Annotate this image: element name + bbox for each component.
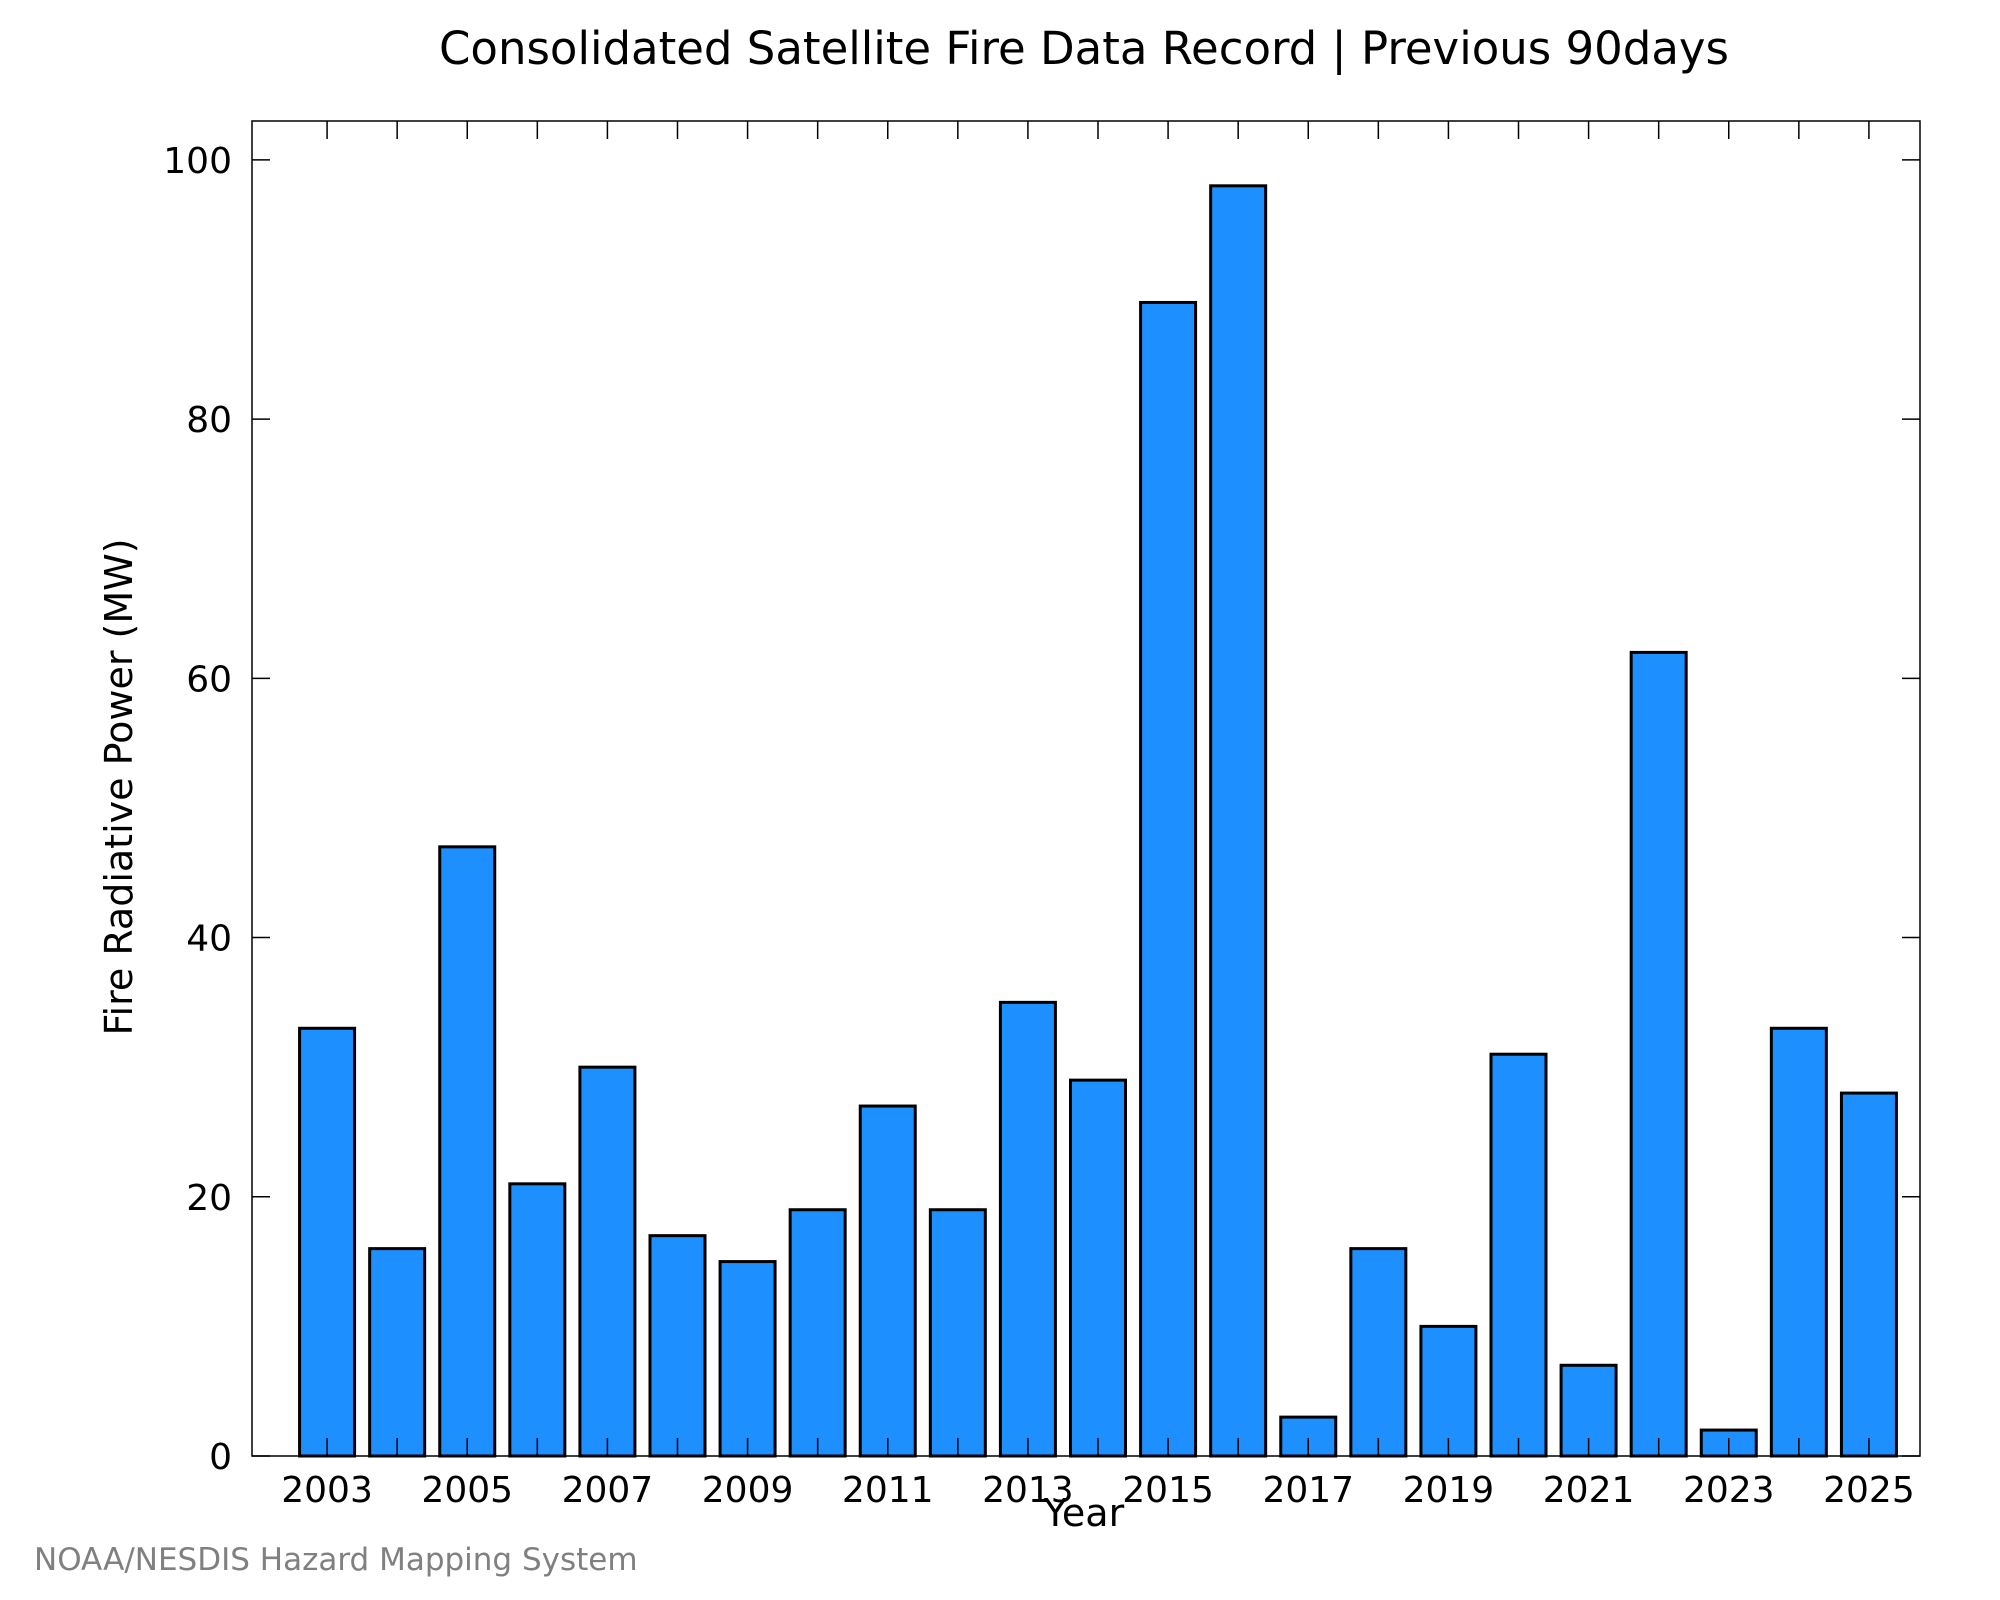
bar-2008 (648, 1234, 707, 1458)
bar-2022 (1629, 650, 1688, 1458)
y-tick-label-40: 40 (186, 919, 232, 960)
bar-2016 (1209, 184, 1268, 1458)
bar-2025 (1839, 1091, 1898, 1458)
x-tick-label-2003: 2003 (281, 1470, 373, 1511)
x-tick-label-2013: 2013 (982, 1470, 1074, 1511)
y-tick-label-60: 60 (186, 659, 232, 700)
bar-2018 (1349, 1247, 1408, 1458)
plot-area: 0 20 40 60 80 100 2003 2005 2007 2009 2011 2013 2015… (163, 120, 1921, 1511)
bar-2013 (998, 1000, 1057, 1458)
bar-2009 (718, 1260, 777, 1458)
x-tick-label-2011: 2011 (842, 1470, 934, 1511)
bar-2019 (1419, 1324, 1478, 1458)
credit-text: NOAA/NESDIS Hazard Mapping System (34, 1542, 638, 1578)
bar-2015 (1139, 300, 1198, 1458)
x-axis-label: Year (1043, 1491, 1125, 1535)
bar-2024 (1769, 1026, 1828, 1458)
bar-2005 (438, 845, 497, 1458)
bar-2003 (298, 1026, 357, 1458)
x-tick-label-2015: 2015 (1122, 1470, 1214, 1511)
bar-2004 (368, 1247, 427, 1458)
x-tick-label-2005: 2005 (421, 1470, 513, 1511)
x-tick-label-2019: 2019 (1403, 1470, 1495, 1511)
y-tick-label-100: 100 (163, 141, 232, 182)
bar-2020 (1489, 1052, 1548, 1458)
bar-2007 (578, 1065, 637, 1458)
bar-2014 (1069, 1078, 1127, 1458)
bar-2006 (508, 1182, 567, 1458)
chart-title: Consolidated Satellite Fire Data Record … (439, 22, 1729, 75)
x-tick-label-2023: 2023 (1683, 1470, 1775, 1511)
y-tick-label-0: 0 (209, 1437, 232, 1478)
y-tick-label-80: 80 (186, 400, 232, 441)
bar-2012 (928, 1208, 987, 1458)
x-tick-label-2009: 2009 (702, 1470, 794, 1511)
x-tick-label-2017: 2017 (1262, 1470, 1354, 1511)
bar-2010 (788, 1208, 847, 1458)
x-tick-label-2021: 2021 (1543, 1470, 1635, 1511)
plot-frame (251, 120, 1921, 1457)
x-tick-label-2025: 2025 (1823, 1470, 1915, 1511)
x-tick-label-2007: 2007 (562, 1470, 654, 1511)
bar-2011 (858, 1104, 917, 1458)
y-axis-label: Fire Radiative Power (MW) (97, 538, 141, 1035)
y-tick-label-20: 20 (186, 1178, 232, 1219)
